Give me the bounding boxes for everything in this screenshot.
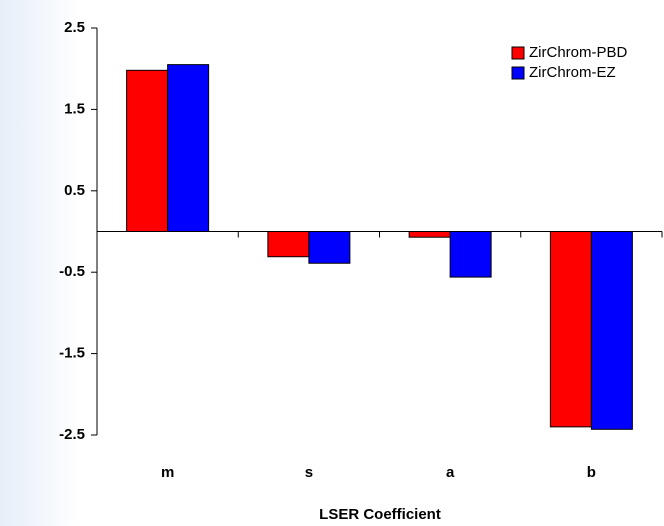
bar [449, 231, 492, 278]
y-tick-label: -1.5 [59, 345, 85, 362]
legend-swatch [511, 66, 525, 80]
x-tick-label: a [446, 464, 455, 481]
bar [167, 64, 210, 232]
x-tick-label: s [305, 464, 313, 481]
y-tick-label: 0.5 [64, 182, 85, 199]
x-tick-label: b [587, 464, 596, 481]
x-axis-title: LSER Coefficient [319, 506, 441, 523]
y-tick-label: 2.5 [64, 19, 85, 36]
x-tick-label: m [161, 464, 174, 481]
legend-label: ZirChrom-EZ [529, 64, 616, 81]
bar [590, 231, 633, 430]
bar [126, 69, 169, 232]
y-tick-label: 1.5 [64, 100, 85, 117]
y-tick-label: -2.5 [59, 426, 85, 443]
bar [549, 231, 592, 428]
legend-label: ZirChrom-PBD [529, 44, 628, 61]
bar [308, 231, 351, 264]
y-tick-label: -0.5 [59, 263, 85, 280]
bar [267, 231, 310, 258]
bar [408, 231, 451, 238]
legend-swatch [511, 46, 525, 60]
